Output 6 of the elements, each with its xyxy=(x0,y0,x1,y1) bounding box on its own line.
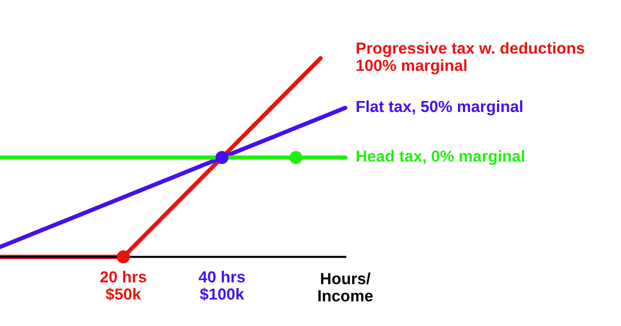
x-tick-label: 20 hrs $50k xyxy=(100,270,146,301)
x-axis-title: Hours/ Income xyxy=(318,272,373,302)
text: Progressive tax w. deductions 100% marginal xyxy=(356,42,584,74)
x-tick-label: 40 hrs $100k xyxy=(198,270,245,301)
series-label: Flat tax, 50% marginal xyxy=(356,100,522,116)
series-label: Head tax, 0% marginal xyxy=(356,150,524,166)
